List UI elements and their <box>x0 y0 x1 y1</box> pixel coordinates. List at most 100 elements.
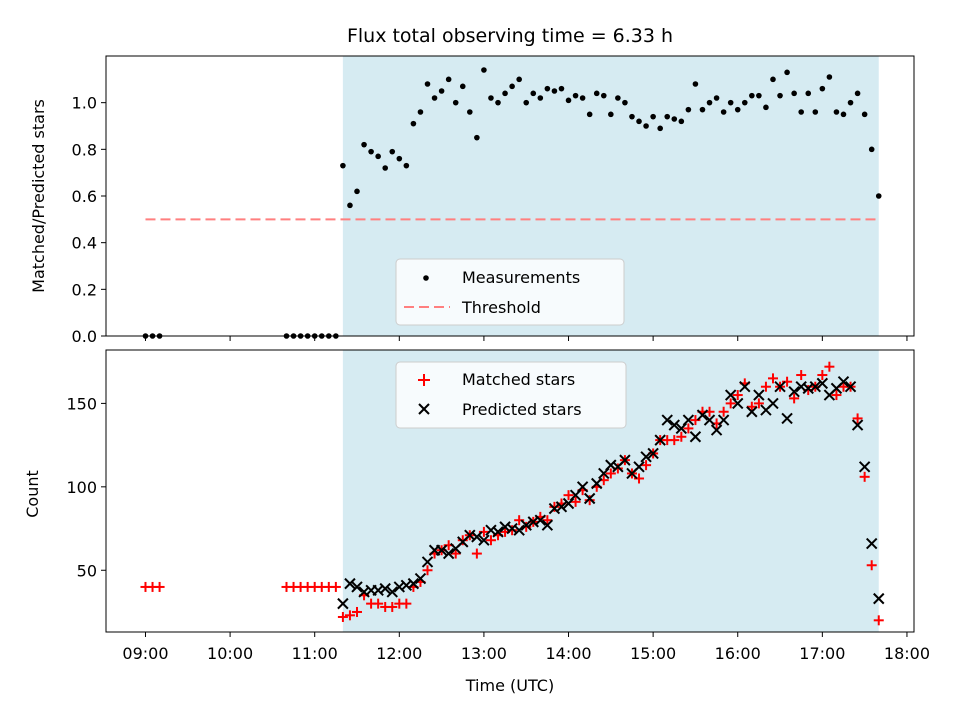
measurement-point <box>424 81 431 87</box>
measurement-point <box>622 99 628 106</box>
measurement-point <box>875 193 882 199</box>
predicted-star-point <box>668 419 680 431</box>
bottom-axes-frame <box>105 349 915 633</box>
measurement-point <box>565 97 572 104</box>
measurement-point <box>389 148 396 155</box>
matched-star-point <box>542 515 553 526</box>
bottom-ytick-label: 100 <box>66 478 97 497</box>
matched-star-point <box>789 393 800 404</box>
matched-star-point <box>570 496 581 507</box>
legend-predicted-marker <box>418 403 430 415</box>
measurement-point <box>868 146 875 153</box>
matched-star-point <box>584 495 595 506</box>
measurement-point <box>608 111 614 118</box>
measurement-point <box>403 162 410 169</box>
bottom-ytick-label: 150 <box>66 394 97 413</box>
bottom-xtick-label: 16:00 <box>715 644 761 663</box>
predicted-star-point <box>781 412 793 425</box>
measurement-point <box>861 111 868 118</box>
top-ylabel: Matched/Predicted stars <box>29 99 48 293</box>
measurement-point <box>784 69 790 76</box>
predicted-star-point <box>520 519 532 531</box>
predicted-star-point <box>337 597 349 610</box>
matched-star-point <box>563 490 574 501</box>
predicted-star-point <box>541 519 554 531</box>
legend-measurements-label: Measurements <box>462 268 580 287</box>
measurement-point <box>741 99 748 106</box>
legend-measurements-marker <box>423 275 429 281</box>
matched-star-point <box>605 468 616 479</box>
matched-star-point <box>549 501 560 512</box>
predicted-star-point <box>851 419 864 431</box>
top-ytick-label: 0.2 <box>72 280 97 299</box>
matched-star-point <box>387 601 398 612</box>
measurement-point <box>347 202 353 209</box>
measurement-point <box>756 92 762 99</box>
measurement-point <box>593 90 600 97</box>
measurement-point <box>537 95 544 101</box>
measurement-point <box>544 85 551 92</box>
measurement-point <box>777 92 783 99</box>
matched-star-point <box>337 611 348 622</box>
top-ytick-label: 0.6 <box>72 187 97 206</box>
matched-star-point <box>852 413 863 424</box>
bottom-xtick-label: 15:00 <box>630 644 676 663</box>
measurement-point <box>495 99 501 106</box>
bottom-xtick-label: 12:00 <box>376 644 422 663</box>
measurement-point <box>488 95 494 101</box>
predicted-star-point <box>767 397 779 410</box>
matched-star-point <box>471 548 482 559</box>
matched-star-point <box>676 431 687 442</box>
measurement-point <box>833 109 840 115</box>
bottom-legend: Matched stars Predicted stars <box>395 361 627 429</box>
matched-star-point <box>859 471 870 482</box>
measurement-point <box>791 90 797 97</box>
measurement-point <box>678 118 685 125</box>
measurement-point <box>375 153 381 160</box>
matched-star-point <box>746 401 757 412</box>
top-ytick-label: 0.0 <box>72 327 97 346</box>
predicted-star-point <box>717 414 730 426</box>
predicted-star-point <box>471 531 483 543</box>
measurement-point <box>396 155 403 162</box>
predicted-star-point <box>661 414 673 426</box>
predicted-star-point <box>809 381 821 393</box>
legend-matched-label: Matched stars <box>462 370 575 389</box>
matched-star-point <box>817 370 828 381</box>
predicted-star-point <box>682 414 695 426</box>
predicted-star-point <box>442 547 455 560</box>
bottom-ytick-label: 50 <box>77 561 97 580</box>
measurement-point <box>481 67 487 73</box>
bottom-panel: 50 100 150 09:00 10:00 11:00 12:00 13:00 14:00 1… <box>23 349 930 695</box>
predicted-star-point <box>647 447 659 460</box>
matched-star-point <box>866 560 877 571</box>
measurement-point <box>629 113 635 120</box>
top-legend-frame <box>395 258 625 326</box>
predicted-star-point <box>774 381 786 393</box>
bottom-xtick-label: 14:00 <box>545 644 591 663</box>
matched-star-point <box>725 398 736 409</box>
predicted-star-point <box>865 537 878 550</box>
measurement-point <box>558 85 565 92</box>
predicted-star-point <box>583 492 596 505</box>
measurement-point <box>615 95 621 101</box>
bottom-xtick-label: 09:00 <box>122 644 168 663</box>
matched-star-point <box>669 435 680 446</box>
matched-star-point <box>330 581 341 592</box>
measurement-point <box>812 109 819 115</box>
measurement-point <box>438 88 445 94</box>
bottom-xtick-label: 10:00 <box>207 644 253 663</box>
predicted-star-point <box>534 514 547 526</box>
bottom-xtick-label: 13:00 <box>461 644 507 663</box>
measurement-point <box>417 109 424 115</box>
measurement-point <box>706 99 713 106</box>
measurement-point <box>770 76 776 83</box>
predicted-star-point <box>753 389 765 401</box>
predicted-star-point <box>640 451 652 463</box>
predicted-star-point <box>710 424 723 436</box>
measurement-point <box>474 134 480 141</box>
predicted-star-point <box>633 461 645 473</box>
measurement-point <box>699 106 706 113</box>
measurement-point <box>354 188 360 195</box>
measurement-point <box>467 109 473 115</box>
